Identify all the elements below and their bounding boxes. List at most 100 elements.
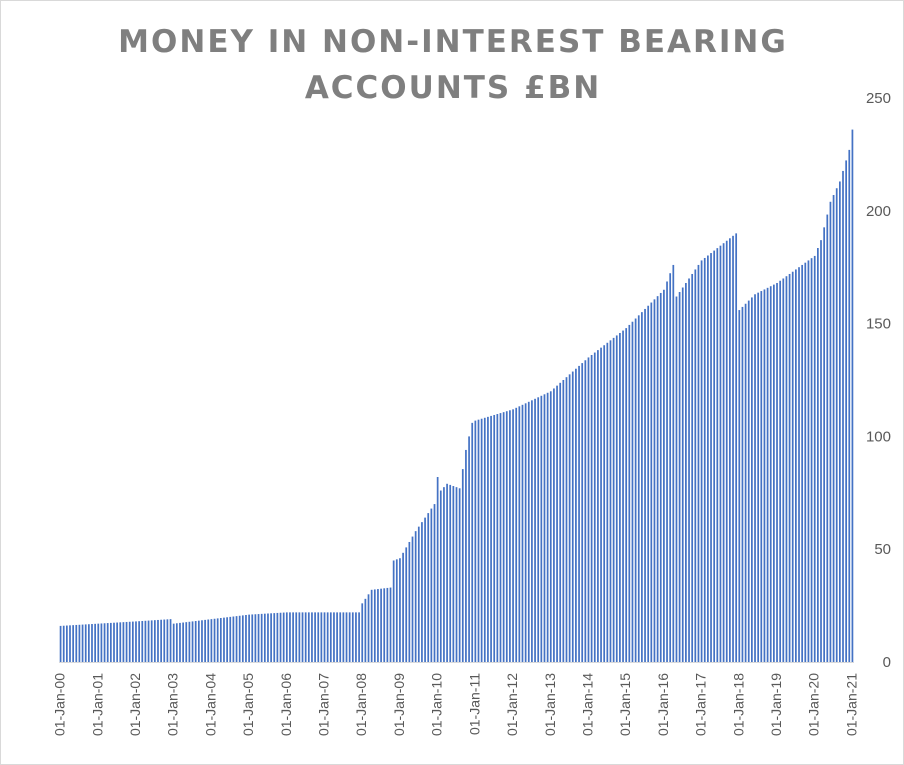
bar (546, 392, 549, 662)
bar (323, 612, 326, 662)
x-tick-label: 01-Jan-08 (353, 673, 369, 736)
bar (219, 618, 222, 662)
bar (820, 240, 822, 662)
bar (461, 469, 464, 662)
bar (700, 260, 703, 662)
bar (191, 621, 194, 662)
bar (553, 388, 555, 662)
bar (575, 368, 577, 662)
bar (691, 273, 694, 662)
bar (534, 398, 536, 662)
bar (147, 620, 150, 662)
bar (84, 624, 87, 662)
bar (257, 614, 260, 662)
bar (226, 617, 228, 662)
bar (452, 486, 455, 662)
bar (477, 419, 480, 662)
bar (333, 612, 335, 662)
x-tick-label: 01-Jan-05 (240, 673, 256, 736)
bar (204, 619, 206, 662)
bar (361, 603, 364, 662)
bar (116, 622, 118, 662)
x-tick-label: 01-Jan-06 (278, 673, 294, 736)
bar (697, 264, 700, 662)
bar (568, 374, 571, 662)
bar (848, 149, 851, 662)
y-tick-label: 0 (883, 654, 891, 671)
bar (637, 315, 640, 662)
bar (392, 560, 395, 662)
bar (329, 612, 332, 662)
bar (678, 292, 681, 662)
bar (260, 613, 263, 662)
bar (641, 312, 643, 662)
bar (747, 300, 750, 662)
bar (531, 400, 533, 662)
bar (138, 621, 140, 662)
bar (619, 333, 621, 662)
bar (587, 357, 590, 662)
bar (179, 622, 181, 662)
bar (556, 385, 558, 662)
bar (282, 612, 285, 662)
bar (763, 289, 766, 662)
bar (377, 589, 379, 662)
bar (276, 612, 279, 662)
bar (773, 284, 775, 662)
bar (163, 619, 166, 662)
bar (285, 612, 288, 662)
bar (430, 508, 433, 662)
bar (502, 412, 505, 662)
bar (832, 195, 835, 662)
bar (241, 615, 244, 662)
bar (851, 129, 854, 662)
bar (424, 517, 426, 662)
bar (386, 587, 389, 662)
bar (141, 620, 144, 662)
bar (370, 589, 373, 662)
y-tick-label: 100 (866, 428, 891, 445)
bar (103, 623, 106, 662)
bar (213, 618, 216, 662)
bar (399, 558, 401, 662)
bar (320, 612, 323, 662)
bar (810, 258, 813, 662)
bar (600, 347, 602, 662)
bar (663, 289, 665, 662)
y-tick-label: 250 (866, 90, 891, 107)
bar (543, 394, 546, 662)
y-tick-label: 200 (866, 203, 891, 220)
bar (672, 264, 675, 662)
bar (738, 310, 741, 662)
bar (798, 267, 800, 662)
bar (675, 296, 678, 662)
bar (144, 620, 147, 662)
x-tick-label: 01-Jan-00 (52, 673, 68, 736)
x-tick-label: 01-Jan-15 (617, 673, 633, 736)
bar (62, 625, 65, 662)
bar (603, 345, 606, 662)
bar (439, 490, 442, 662)
bar (474, 420, 477, 662)
bar (716, 248, 719, 662)
bar (289, 612, 291, 662)
bar (182, 622, 184, 662)
chart-title-line-1: MONEY IN NON-INTEREST BEARING (118, 24, 788, 60)
bar (355, 612, 357, 662)
bar (59, 625, 62, 662)
bar (817, 248, 819, 662)
bar (647, 305, 650, 662)
bar (804, 262, 807, 662)
bar (207, 619, 210, 662)
bar (273, 613, 276, 662)
bar (540, 395, 543, 662)
bar (380, 588, 382, 662)
bar (669, 273, 672, 662)
bar (581, 363, 584, 662)
bar (270, 613, 272, 662)
bar (301, 612, 304, 662)
bar (656, 296, 659, 662)
bar (169, 619, 172, 662)
bar (166, 619, 169, 662)
